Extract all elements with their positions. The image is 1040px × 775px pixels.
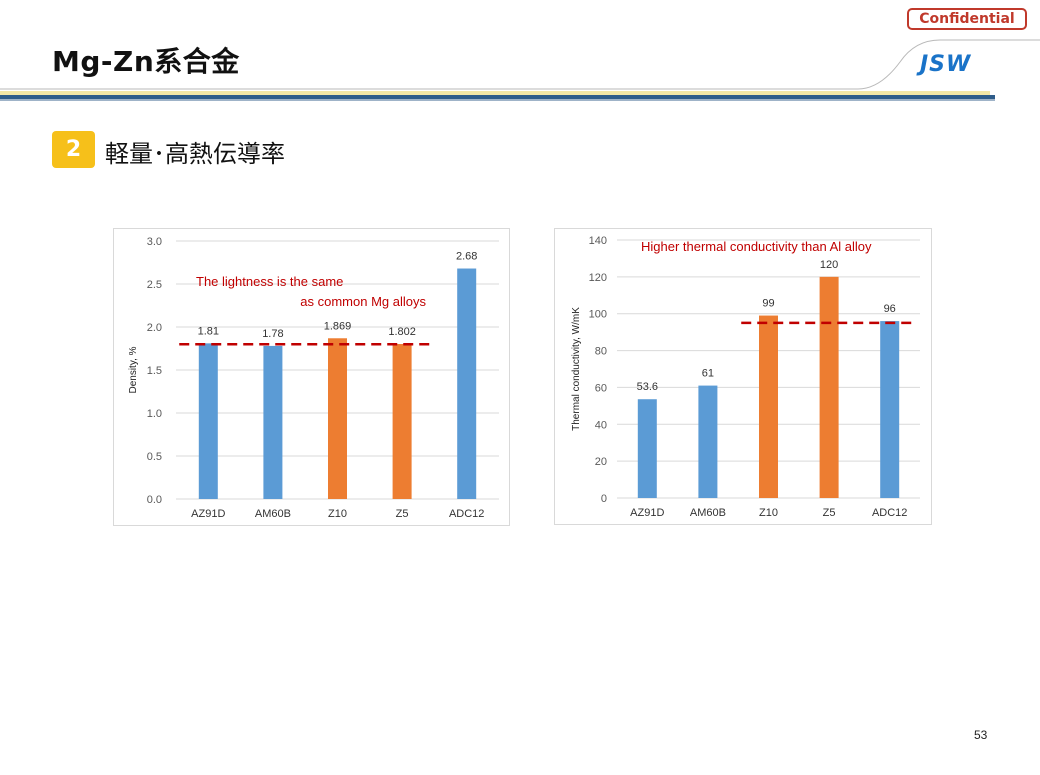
- annotation-text: as common Mg alloys: [300, 294, 426, 309]
- y-tick-label: 100: [589, 309, 607, 321]
- density-chart: 0.0 0.5 1.0 1.5 2.0 2.5 3.0 Density, % 1.81 AZ91D…: [113, 228, 510, 526]
- y-axis-label: Density, %: [128, 346, 139, 393]
- bar: [263, 345, 283, 499]
- x-tick-label: AM60B: [690, 507, 726, 519]
- annotation-text: The lightness is the same: [196, 274, 343, 289]
- y-tick-label: 80: [595, 346, 607, 358]
- data-label: 1.869: [324, 320, 352, 332]
- y-tick-label: 1.0: [147, 408, 162, 420]
- y-tick-label: 0.0: [147, 494, 162, 506]
- bar: [457, 268, 477, 499]
- y-tick-label: 0.5: [147, 451, 162, 463]
- y-tick-label: 140: [589, 235, 607, 247]
- jsw-logo: JSW: [920, 52, 972, 77]
- data-label: 2.68: [456, 251, 477, 263]
- x-tick-label: AZ91D: [191, 508, 225, 520]
- y-tick-label: 40: [595, 419, 607, 431]
- x-tick-label: ADC12: [872, 507, 907, 519]
- annotation-text: Higher thermal conductivity than Al allo…: [641, 239, 872, 254]
- x-tick-label: Z5: [396, 508, 409, 520]
- y-axis-label: Thermal conductivity, W/mK: [571, 307, 582, 431]
- x-tick-label: ADC12: [449, 508, 484, 520]
- density-chart-svg: 0.0 0.5 1.0 1.5 2.0 2.5 3.0 Density, % 1.81 AZ91D…: [128, 236, 499, 520]
- thermal-conductivity-chart: 0 20 40 60 80 100 120 140 Thermal conductivity, …: [554, 228, 932, 525]
- x-tick-label: AM60B: [255, 508, 291, 520]
- data-label: 1.81: [198, 325, 219, 337]
- slide-title: Mg-Zn系合金: [52, 45, 240, 78]
- data-label: 53.6: [637, 381, 658, 393]
- section-number-badge: 2: [52, 131, 95, 168]
- header-rule: [0, 39, 1040, 101]
- bar: [637, 399, 657, 498]
- data-label: 99: [762, 298, 774, 310]
- section-title: 軽量･高熱伝導率: [105, 140, 285, 168]
- bar: [328, 338, 347, 499]
- data-label: 1.802: [388, 326, 416, 338]
- bar: [698, 385, 718, 498]
- data-label: 1.78: [262, 328, 283, 340]
- y-tick-label: 2.5: [147, 279, 162, 291]
- y-tick-label: 60: [595, 382, 607, 394]
- confidential-badge: Confidential: [907, 8, 1027, 30]
- x-tick-label: Z5: [823, 507, 836, 519]
- bar: [819, 276, 839, 498]
- y-tick-label: 20: [595, 456, 607, 468]
- bar: [759, 315, 778, 498]
- page-number: 53: [974, 728, 988, 742]
- y-tick-label: 2.0: [147, 322, 162, 334]
- y-tick-label: 120: [589, 272, 607, 284]
- y-tick-label: 3.0: [147, 236, 162, 248]
- x-tick-label: AZ91D: [630, 507, 664, 519]
- data-label: 120: [820, 259, 838, 271]
- x-tick-label: Z10: [328, 508, 347, 520]
- y-tick-label: 1.5: [147, 365, 162, 377]
- data-label: 96: [884, 303, 896, 315]
- data-label: 61: [702, 368, 714, 380]
- x-tick-label: Z10: [759, 507, 778, 519]
- thermal-conductivity-chart-svg: 0 20 40 60 80 100 120 140 Thermal conductivity, …: [571, 235, 920, 519]
- bar: [198, 343, 218, 499]
- bar: [880, 321, 900, 498]
- bar: [392, 344, 412, 499]
- y-tick-label: 0: [601, 493, 607, 505]
